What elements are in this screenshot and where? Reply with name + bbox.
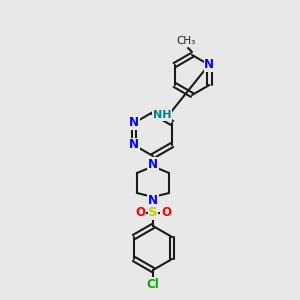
Text: N: N bbox=[204, 58, 214, 71]
Text: N: N bbox=[148, 158, 158, 170]
Text: O: O bbox=[161, 206, 171, 220]
Text: NH: NH bbox=[153, 110, 171, 120]
Text: N: N bbox=[129, 116, 139, 130]
Text: CH₃: CH₃ bbox=[176, 36, 196, 46]
Text: Cl: Cl bbox=[147, 278, 159, 290]
Text: O: O bbox=[135, 206, 145, 220]
Text: N: N bbox=[148, 194, 158, 206]
Text: S: S bbox=[148, 206, 158, 220]
Text: N: N bbox=[129, 139, 139, 152]
